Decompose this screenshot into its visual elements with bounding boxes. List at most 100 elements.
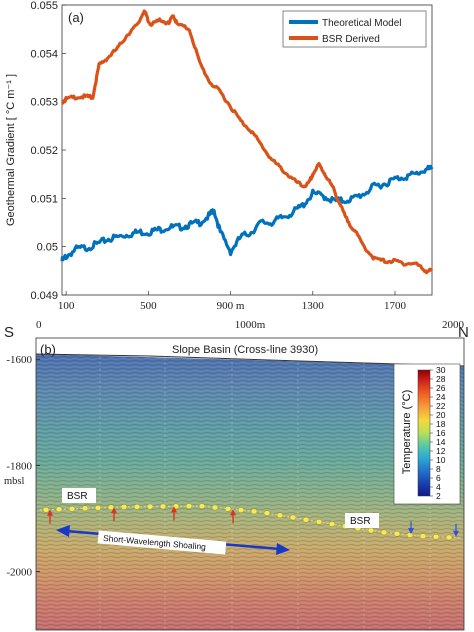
bsr-marker	[328, 521, 336, 527]
deepening-arrow-head	[408, 528, 414, 535]
bsr-marker	[55, 506, 63, 513]
panel-b-ylabel-unit: mbsl	[4, 476, 25, 487]
panel-a-series	[60, 9, 434, 275]
colorbar-tick-label: 26	[436, 383, 446, 393]
colorbar-tick-label: 10	[436, 455, 446, 465]
bsr-marker	[406, 532, 414, 538]
y-tick-label: 0.053	[30, 97, 58, 109]
y-tick-label: 0.054	[30, 48, 58, 60]
colorbar-tick-label: 14	[436, 437, 446, 447]
legend-label-bsr: BSR Derived	[322, 34, 380, 45]
bsr-marker	[198, 503, 206, 510]
y-tick-label: 0.049	[30, 290, 58, 302]
bsr-marker	[263, 510, 271, 516]
bsr-marker	[380, 529, 388, 536]
colorbar-tick-label: 2	[436, 491, 441, 501]
x-tick-label: 1300	[302, 300, 325, 312]
panel-a-label: (a)	[68, 10, 84, 25]
colorbar-tick-label: 16	[436, 428, 446, 438]
seafloor-line	[36, 353, 464, 367]
distance-tick-label: 1000m	[235, 319, 266, 331]
colorbar-tick-label: 12	[436, 446, 446, 456]
bsr-marker	[237, 507, 245, 513]
colorbar-tick-label: 24	[436, 392, 446, 402]
legend: Theoretical Model BSR Derived	[282, 10, 427, 48]
bsr-marker	[159, 503, 167, 510]
panel-a-ylabel: Geothermal Gradient [ °C m⁻¹ ]	[5, 74, 17, 226]
bsr-horizon	[39, 505, 461, 539]
bsr-marker	[68, 505, 76, 512]
seismic-reflectors	[36, 354, 464, 630]
shoaling-arrow-head	[230, 509, 236, 516]
bsr-marker	[289, 514, 297, 521]
y-tick-label: 0.052	[30, 145, 58, 157]
x-tick-label: 100	[58, 300, 75, 312]
colorbar-tick-label: 4	[436, 482, 441, 492]
bsr-left-label-box	[62, 488, 96, 503]
panel-a-y-ticks: 0.049 0.05 0.051 0.052 0.053 0.054 0.055	[30, 0, 66, 302]
y-tick-label: 0.051	[30, 193, 58, 205]
bsr-right-label-box	[345, 513, 379, 528]
panel-a-x-ticks: 100 500 900 m 1300 1700	[58, 291, 407, 312]
x-tick-label: 1700	[384, 300, 407, 312]
depth-tick-label: -1800	[6, 460, 32, 472]
colorbar-tick-label: 22	[436, 401, 446, 411]
panel-b: (b) Slope Basin (Cross-line 3930) -1600-…	[4, 337, 465, 631]
bsr-marker	[42, 506, 50, 513]
bsr-marker	[211, 504, 219, 511]
bsr-markers	[42, 503, 453, 541]
panel-b-title: Slope Basin (Cross-line 3930)	[172, 344, 318, 356]
distance-tick-label: 0	[36, 319, 42, 331]
shoaling-label-box	[97, 530, 227, 555]
shoaling-arrows	[47, 506, 459, 537]
colorbar-tick-label: 8	[436, 464, 441, 474]
bsr-marker	[432, 534, 440, 540]
colorbar-ramp	[417, 369, 431, 497]
bsr-marker	[94, 505, 102, 511]
bsr-left-label: BSR	[67, 491, 88, 502]
bsr-marker	[276, 512, 284, 519]
shoaling-arrow-head	[47, 509, 53, 516]
plot-a-frame	[61, 4, 433, 296]
bsr-marker	[224, 505, 232, 512]
shoaling-arrow-head	[111, 507, 117, 514]
series-line-theoretical-model	[60, 164, 434, 262]
panel-a: 0.049 0.05 0.051 0.052 0.053 0.054 0.055 100 50…	[5, 0, 434, 312]
colorbar-label: Temperature (°C)	[401, 390, 413, 474]
depth-tick-label: -2000	[6, 567, 32, 579]
bsr-right-label: BSR	[350, 516, 371, 527]
bsr-marker	[133, 503, 141, 510]
bsr-marker	[302, 516, 310, 523]
y-tick-label: 0.05	[37, 242, 58, 254]
colorbar-tick-label: 28	[436, 374, 446, 384]
deepening-arrow-head	[453, 530, 459, 537]
bsr-marker	[419, 533, 427, 539]
left-end-label: S	[4, 324, 14, 341]
x-tick-label: 900 m	[217, 300, 245, 312]
distance-tick-label: 2000	[442, 319, 465, 331]
colorbar-tick-label: 30	[436, 365, 446, 375]
x-tick-label: 500	[140, 300, 157, 312]
legend-label-theoretical: Theoretical Model	[322, 18, 401, 29]
colorbar-tick-label: 6	[436, 473, 441, 483]
panel-b-y-ticks: -1600 -1800 -2000	[6, 354, 40, 579]
right-end-label: N	[458, 324, 469, 341]
bsr-marker	[445, 534, 453, 541]
bsr-marker	[393, 530, 401, 537]
legend-box	[282, 10, 427, 48]
bsr-marker	[367, 527, 375, 534]
bsr-marker	[185, 503, 193, 509]
bsr-marker	[146, 503, 154, 510]
panel-b-label: (b)	[40, 342, 56, 357]
depth-tick-label: -1600	[6, 354, 32, 366]
plot-b-frame	[35, 337, 465, 631]
bsr-marker	[250, 508, 258, 515]
colorbar-tick-label: 20	[436, 410, 446, 420]
y-tick-label: 0.055	[30, 0, 58, 12]
series-line-bsr-derived	[60, 9, 434, 275]
colorbar-tick-label: 18	[436, 419, 446, 429]
panel-b-distance-ticks: 0 1000m 2000	[36, 319, 465, 331]
